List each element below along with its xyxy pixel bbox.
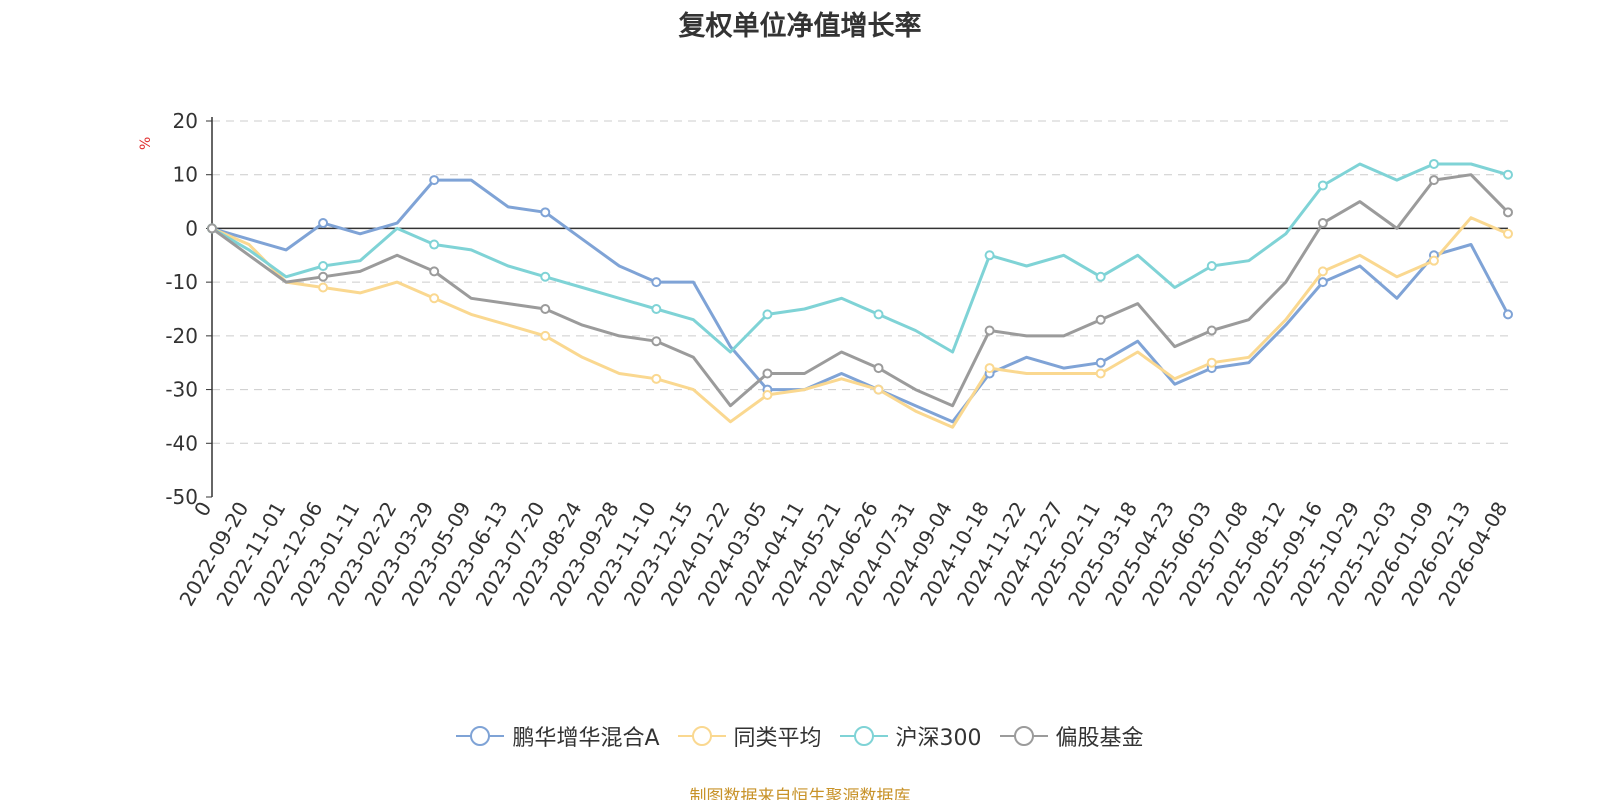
legend-label: 沪深300 (895, 726, 982, 751)
y-tick-label: -10 (165, 270, 198, 294)
data-point (1095, 314, 1106, 325)
data-point (1428, 158, 1439, 169)
legend-item[interactable]: 沪深300 (839, 720, 982, 752)
data-point (1095, 368, 1106, 379)
series-line (211, 216, 1509, 429)
data-point (1428, 255, 1439, 266)
y-tick-label: 20 (173, 109, 198, 133)
data-point (762, 368, 773, 379)
data-point (1206, 261, 1217, 272)
data-point (1503, 309, 1513, 320)
data-point (984, 325, 995, 336)
data-point (762, 389, 773, 400)
chart-title: 复权单位净值增长率 (678, 11, 922, 42)
data-point (1428, 175, 1439, 186)
data-point (318, 261, 329, 272)
y-tick-label: -50 (165, 485, 198, 509)
data-point (429, 293, 440, 304)
data-point (984, 363, 995, 374)
legend-label: 同类平均 (733, 726, 822, 751)
legend-swatch-icon (999, 726, 1048, 746)
legend-label: 偏股基金 (1055, 726, 1144, 751)
data-point (318, 218, 329, 229)
data-point (873, 384, 884, 395)
y-tick-label: -20 (165, 324, 198, 348)
data-point (873, 309, 884, 320)
data-point (429, 239, 440, 250)
data-point (651, 336, 662, 347)
data-point (1317, 180, 1328, 191)
data-point (207, 223, 217, 234)
series-line (211, 178, 1510, 424)
y-tick-label: 10 (173, 163, 198, 187)
series-line (211, 162, 1509, 354)
data-point (1095, 271, 1106, 282)
data-point (1503, 207, 1513, 218)
data-point (318, 282, 329, 293)
data-point (651, 373, 662, 384)
y-tick-label: 0 (185, 216, 198, 240)
data-point (873, 363, 884, 374)
data-point (429, 266, 440, 277)
x-tick-label: 0 (189, 498, 216, 521)
legend-item[interactable]: 同类平均 (677, 720, 822, 752)
legend-swatch-icon (839, 726, 888, 746)
legend-swatch-icon (456, 726, 505, 746)
data-point (429, 175, 440, 186)
data-point (540, 330, 551, 341)
data-point (1317, 277, 1328, 288)
line-chart: 20100-10-20-30-40-5002022-09-202022-11-0… (165, 109, 1513, 610)
legend-item[interactable]: 偏股基金 (999, 720, 1144, 752)
data-point (762, 309, 773, 320)
data-point (318, 271, 329, 282)
y-tick-label: -30 (165, 378, 198, 402)
data-point (651, 304, 662, 314)
series-line (211, 173, 1510, 408)
data-point (540, 271, 551, 282)
y-tick-label: -40 (165, 431, 198, 455)
data-point (1206, 325, 1217, 336)
legend-swatch-icon (677, 726, 726, 746)
data-point (1503, 169, 1513, 180)
data-source-note: 制图数据来自恒生聚源数据库 (689, 787, 911, 800)
legend-item[interactable]: 鹏华增华混合A (456, 720, 660, 752)
legend: 鹏华增华混合A 同类平均 沪深300 偏股基金 (0, 720, 1600, 752)
data-point (1503, 228, 1513, 239)
data-point (651, 277, 662, 288)
data-point (1206, 357, 1217, 368)
data-point (540, 207, 551, 218)
data-point (1095, 357, 1106, 368)
data-point (1317, 266, 1328, 277)
data-point (1317, 218, 1328, 229)
legend-label: 鹏华增华混合A (512, 726, 660, 751)
data-point (984, 250, 995, 261)
data-point (540, 304, 551, 314)
